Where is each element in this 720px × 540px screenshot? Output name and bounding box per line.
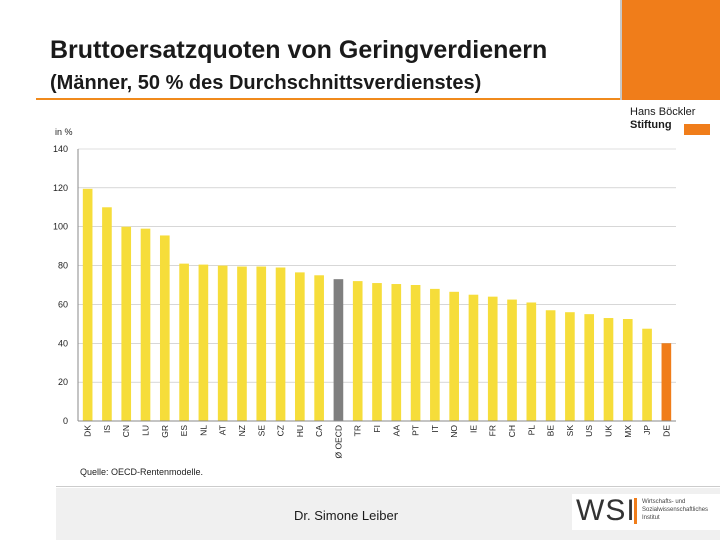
grid-lines — [78, 148, 676, 383]
x-tick-label: SE — [256, 425, 266, 437]
slide-title: Bruttoersatzquoten von Geringverdienern — [50, 36, 548, 64]
bar-uk — [603, 318, 614, 421]
x-tick-label: UK — [603, 425, 613, 437]
bar-fi — [372, 283, 382, 421]
x-tick-label: TR — [353, 425, 363, 436]
bar-ch — [507, 299, 517, 421]
y-tick-label: 0 — [63, 416, 68, 426]
bar-tr — [352, 281, 363, 421]
x-tick-label: IE — [468, 425, 478, 433]
x-tick-label: MX — [623, 425, 633, 438]
bar-gr — [159, 235, 170, 421]
bar-nl — [198, 264, 209, 421]
x-tick-label: SK — [565, 425, 575, 437]
x-tick-label: BE — [546, 425, 556, 437]
x-tick-label: PT — [411, 425, 421, 436]
bar-cn — [121, 226, 132, 421]
x-tick-label: US — [584, 425, 594, 437]
y-axis-label: in % — [55, 127, 73, 137]
x-tick-label: DK — [83, 425, 93, 437]
bar-nz — [237, 266, 247, 421]
wsi-logo-line2: Sozialwissenschaftliches — [642, 507, 709, 513]
bar-hu — [295, 272, 305, 421]
bar-lu — [140, 228, 151, 421]
bar-sk — [565, 312, 575, 421]
x-tick-label: JP — [642, 425, 652, 435]
wsi-logo-bar — [634, 498, 637, 524]
x-tick-label: IT — [430, 425, 440, 433]
wsi-logo: WSI Wirtschafts- und Sozialwissenschaftl… — [572, 494, 720, 530]
y-tick-label: 140 — [53, 144, 68, 154]
x-tick-label: CA — [314, 425, 324, 437]
bar-de — [661, 343, 672, 421]
bar-no — [449, 291, 459, 421]
y-tick-label: 100 — [53, 222, 68, 232]
x-tick-label: IS — [102, 425, 112, 433]
footer-rule — [56, 486, 720, 487]
x-tick-label: PL — [526, 425, 536, 436]
x-tick-label: ES — [179, 425, 189, 437]
hans-boeckler-logo-bar — [684, 124, 710, 135]
bars — [82, 188, 672, 421]
hans-boeckler-logo-line1: Hans Böckler — [630, 106, 696, 118]
x-tick-label: AA — [391, 425, 401, 437]
bar-at — [217, 265, 228, 421]
bar-it — [430, 288, 440, 421]
hans-boeckler-logo: Hans Böckler Stiftung — [630, 106, 720, 150]
x-tick-label: CZ — [276, 425, 286, 436]
bar-oecd — [333, 279, 344, 421]
x-tick-label: LU — [141, 425, 151, 436]
y-tick-label: 40 — [58, 338, 68, 348]
header-divider — [620, 0, 622, 100]
bar-mx — [622, 319, 633, 421]
brand-color-block — [622, 0, 720, 100]
bar-aa — [391, 284, 402, 421]
x-tick-label: CH — [507, 425, 517, 437]
x-tick-labels: DK IS CN LU GR ES NL AT NZ SE CZ HU CA Ø OECD TR FI AA PT… — [83, 425, 672, 459]
bar-chart: in % 0 20 40 60 80 100 120 140 DK IS CN LU GR ES NL AT… — [53, 127, 676, 477]
wsi-logo-text: Wirtschafts- und Sozialwissenschaftliche… — [642, 498, 718, 522]
hans-boeckler-logo-line2: Stiftung — [630, 119, 672, 131]
y-tick-label: 120 — [53, 183, 68, 193]
x-tick-label: AT — [218, 425, 228, 435]
bar-pt — [410, 285, 421, 421]
bar-cz — [275, 267, 286, 421]
y-tick-labels: 0 20 40 60 80 100 120 140 — [53, 144, 68, 426]
y-tick-label: 60 — [58, 299, 68, 309]
x-tick-label: NZ — [237, 425, 247, 436]
y-tick-label: 80 — [58, 261, 68, 271]
bar-us — [584, 314, 595, 421]
slide-subtitle: (Männer, 50 % des Durchschnittsverdienst… — [50, 72, 482, 94]
bar-es — [179, 263, 189, 421]
x-tick-label: CN — [121, 425, 131, 437]
title-underline — [36, 98, 620, 100]
x-tick-label: GR — [160, 425, 170, 438]
x-tick-label: FR — [488, 425, 498, 436]
wsi-logo-line1: Wirtschafts- und — [642, 499, 686, 505]
x-tick-label: Ø OECD — [333, 425, 343, 459]
x-tick-label: DE — [661, 425, 671, 437]
bar-fr — [487, 296, 498, 421]
bar-ca — [314, 275, 324, 421]
x-tick-label: FI — [372, 425, 382, 433]
x-tick-label: NL — [198, 425, 208, 436]
wsi-logo-mark: WSI — [576, 494, 636, 527]
bar-is — [102, 207, 112, 421]
bar-be — [545, 310, 556, 421]
bar-ie — [468, 294, 479, 421]
y-tick-label: 20 — [58, 377, 68, 387]
bar-se — [256, 266, 267, 421]
bar-jp — [642, 328, 652, 421]
x-tick-label: HU — [295, 425, 305, 437]
x-tick-label: NO — [449, 425, 459, 438]
bar-dk — [82, 188, 93, 421]
wsi-logo-line3: Institut — [642, 515, 660, 521]
bar-pl — [526, 302, 537, 421]
source-note: Quelle: OECD-Rentenmodelle. — [80, 467, 203, 477]
author-name: Dr. Simone Leiber — [294, 508, 399, 523]
